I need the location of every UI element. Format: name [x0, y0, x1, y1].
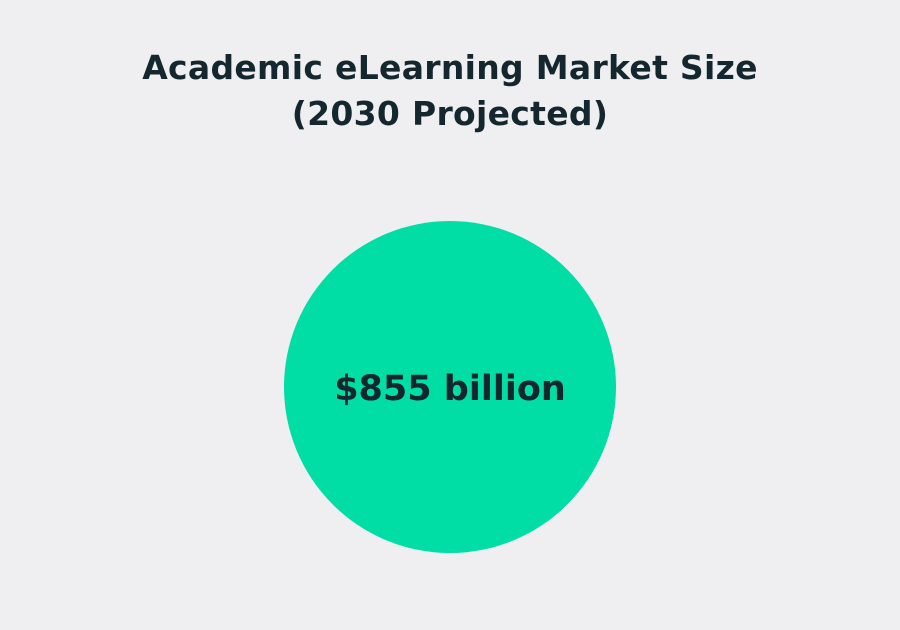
chart-title-line-2: (2030 Projected): [291, 94, 609, 133]
chart-title-line-1: Academic eLearning Market Size: [142, 48, 758, 87]
bubble-data-label: $855 billion: [334, 369, 566, 409]
value-bubble: [284, 221, 616, 553]
